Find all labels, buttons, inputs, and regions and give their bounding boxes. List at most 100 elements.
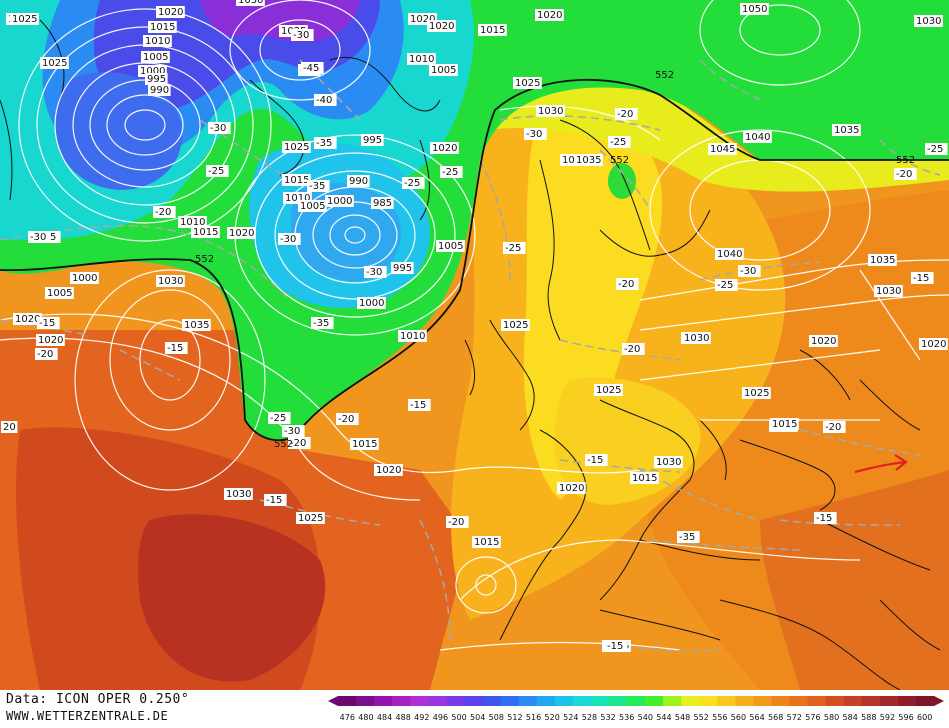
color-scale-tick-label: 500 [451, 713, 466, 722]
color-scale-swatch [482, 696, 502, 706]
geopotential-552-label: 552 [274, 439, 293, 450]
temperature-label-bg [153, 206, 176, 218]
pressure-label: 1025 [40, 57, 69, 69]
temperature-label-bg [28, 231, 51, 243]
svg-text:1020: 1020 [229, 228, 254, 239]
temperature-label-bg [715, 279, 738, 291]
color-scale-tick-label: 496 [433, 713, 448, 722]
svg-text:1030: 1030 [226, 489, 251, 500]
temperature-label-bg [35, 348, 58, 360]
pressure-label-bg [70, 272, 99, 284]
svg-text:-35: -35 [309, 181, 325, 192]
pressure-label-bg [809, 335, 838, 347]
pressure-label-bg [708, 143, 737, 155]
svg-text:1005: 1005 [143, 52, 168, 63]
pressure-label-bg [13, 313, 42, 325]
temperature-label: -15 [37, 317, 60, 329]
color-scale-max-arrow [934, 696, 944, 706]
pressure-label: 1015 [350, 438, 379, 450]
pressure-label-bg [557, 482, 586, 494]
svg-text:-20: -20 [825, 422, 841, 433]
pressure-label: 1035 [574, 154, 603, 166]
temperature-label-bg [208, 122, 231, 134]
svg-text:552: 552 [274, 439, 293, 450]
field-green-scandinavia [608, 163, 636, 199]
color-scale-tick-label: 492 [414, 713, 429, 722]
temperature-label-bg [911, 272, 934, 284]
pressure-label-bg [10, 13, 39, 25]
pressure-label: 1015 [148, 21, 177, 33]
temperature-label: -20 [894, 168, 917, 180]
temperature-label-bg [264, 494, 287, 506]
temperature-label-bg [314, 137, 337, 149]
svg-text:1010: 1010 [145, 36, 170, 47]
temperature-label: -20 [616, 278, 639, 290]
pressure-label-bg [143, 35, 172, 47]
svg-text:1015: 1015 [772, 419, 797, 430]
svg-text:1025: 1025 [744, 388, 769, 399]
pressure-label: 1025 [594, 384, 623, 396]
pressure-label: 1005 [141, 51, 170, 63]
svg-text:1010: 1010 [409, 54, 434, 65]
svg-text:-30: -30 [293, 30, 309, 41]
temperature-label-bg [278, 233, 301, 245]
color-scale-tick-label: 536 [619, 713, 634, 722]
field-yellow-core [523, 108, 662, 500]
svg-text:-15: -15 [167, 343, 183, 354]
pressure-label: 1015 [472, 536, 501, 548]
svg-text:1040: 1040 [717, 249, 742, 260]
pressure-label-bg [535, 9, 564, 21]
color-scale-tick-label: 556 [712, 713, 727, 722]
pressure-label-bg [427, 20, 456, 32]
svg-text:1030: 1030 [656, 457, 681, 468]
color-scale-swatch [572, 696, 592, 706]
temperature-label-bg [440, 166, 463, 178]
pressure-label: 1020 [427, 20, 456, 32]
pressure-label: 990 [148, 84, 171, 96]
svg-text:1025: 1025 [298, 513, 323, 524]
temperature-label: -25 [206, 165, 229, 177]
svg-text:-20: -20 [290, 438, 306, 449]
pressure-label-bg [630, 472, 659, 484]
pressure-label-bg [429, 64, 458, 76]
svg-text:1025: 1025 [515, 78, 540, 89]
svg-text:-15: -15 [587, 455, 603, 466]
temperature-label: -20 [446, 516, 469, 528]
svg-text:-25: -25 [442, 167, 458, 178]
temperature-label: -15 [814, 512, 837, 524]
pressure-label-bg [374, 464, 403, 476]
svg-text:-25: -25 [404, 178, 420, 189]
pressure-label: 1000 [325, 195, 354, 207]
pressure-label-bg [919, 338, 948, 350]
temperature-label-bg [307, 180, 330, 192]
pressure-label-bg [224, 488, 253, 500]
pressure-label: 1030 [236, 0, 265, 6]
temperature-label-bg [408, 399, 431, 411]
pressure-label-bg [350, 438, 379, 450]
temperature-label: -30 [278, 233, 301, 245]
color-scale-swatch [825, 696, 845, 706]
svg-text:1030: 1030 [876, 286, 901, 297]
svg-text:-30: -30 [526, 129, 542, 140]
pressure-label: 1025 [742, 387, 771, 399]
color-scale-swatch [428, 696, 447, 706]
svg-text:-20: -20 [37, 349, 53, 360]
svg-text:1005: 1005 [300, 201, 325, 212]
pressure-label-bg [282, 141, 311, 153]
temperature-label: -25 [608, 136, 631, 148]
temperature-label: -25 [402, 177, 425, 189]
temperature-label-bg [814, 512, 837, 524]
svg-text:1020: 1020 [811, 336, 836, 347]
temperature-label-bg [503, 242, 526, 254]
temperature-label-bg [616, 278, 639, 290]
pressure-label: 990 [347, 175, 370, 187]
svg-text:1015: 1015 [193, 227, 218, 238]
temperature-label-bg [524, 128, 547, 140]
color-scale-tick-label: 480 [358, 713, 373, 722]
svg-text:1020: 1020 [432, 143, 457, 154]
pressure-label: 1010 [407, 53, 436, 65]
svg-text:990: 990 [150, 85, 169, 96]
temperature-label: -25 [268, 412, 291, 424]
pressure-label-bg [347, 175, 370, 187]
color-scale-tick-label: 512 [507, 713, 522, 722]
